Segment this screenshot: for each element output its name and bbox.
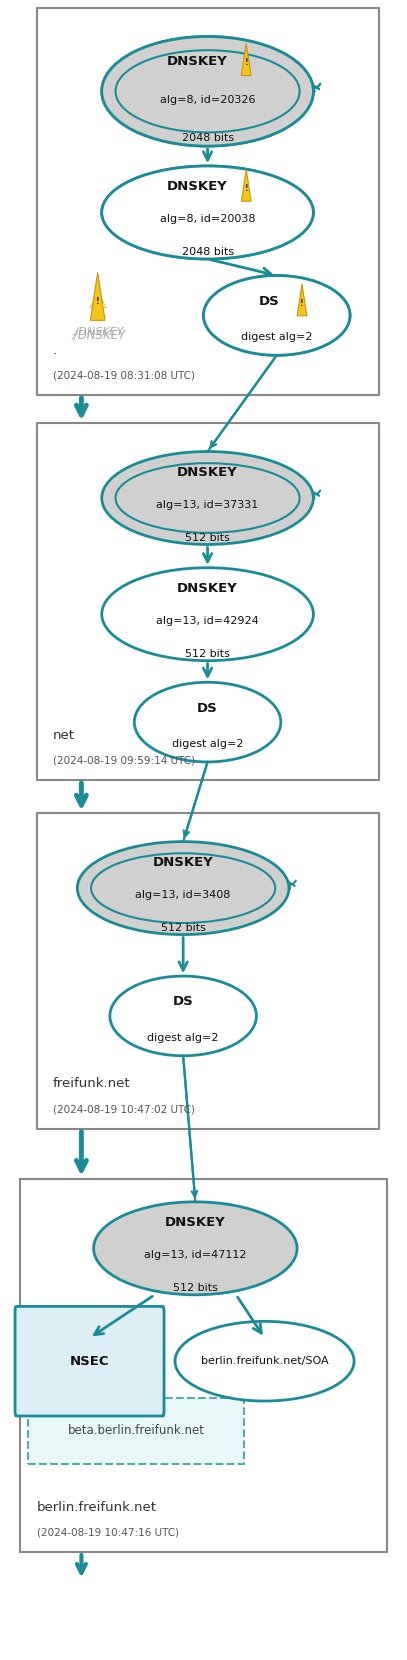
Bar	[37, 8, 379, 395]
Bar	[28, 1398, 244, 1464]
Text: alg=13, id=3408: alg=13, id=3408	[136, 890, 231, 900]
Text: digest alg=2: digest alg=2	[241, 332, 313, 342]
Text: alg=13, id=42924: alg=13, id=42924	[156, 616, 259, 626]
Text: alg=8, id=20038: alg=8, id=20038	[160, 214, 255, 224]
Ellipse shape	[94, 1202, 297, 1295]
Ellipse shape	[204, 276, 350, 355]
Text: DNSKEY ⚠: DNSKEY ⚠	[169, 55, 246, 68]
Text: DNSKEY: DNSKEY	[177, 466, 238, 480]
Text: !: !	[96, 297, 99, 305]
Text: alg=13, id=37331: alg=13, id=37331	[156, 500, 259, 510]
Text: NSEC: NSEC	[70, 1355, 109, 1368]
Ellipse shape	[110, 976, 256, 1056]
FancyBboxPatch shape	[15, 1306, 164, 1416]
Ellipse shape	[91, 853, 275, 923]
Text: DNSKEY: DNSKEY	[153, 857, 214, 870]
Polygon shape	[297, 284, 307, 315]
Text: (2024-08-19 08:31:08 UTC): (2024-08-19 08:31:08 UTC)	[53, 370, 195, 380]
Text: 2048 bits: 2048 bits	[182, 133, 234, 143]
Text: net: net	[53, 729, 75, 742]
Text: alg=13, id=47112: alg=13, id=47112	[144, 1250, 247, 1260]
Text: 512 bits: 512 bits	[185, 533, 230, 543]
Text: DNSKEY: DNSKEY	[177, 583, 238, 596]
Ellipse shape	[204, 276, 350, 355]
Text: alg=8, id=20326: alg=8, id=20326	[160, 95, 255, 105]
Text: digest alg=2: digest alg=2	[147, 1033, 219, 1042]
Ellipse shape	[102, 166, 313, 259]
Bar	[37, 813, 379, 1129]
Text: DNSKEY: DNSKEY	[167, 181, 228, 194]
Bar	[20, 1179, 387, 1552]
Text: alg=8, id=20038: alg=8, id=20038	[160, 214, 255, 224]
Text: !: !	[245, 58, 248, 68]
Text: ./DNSKEY: ./DNSKEY	[72, 327, 124, 337]
Text: (2024-08-19 10:47:16 UTC): (2024-08-19 10:47:16 UTC)	[37, 1527, 179, 1537]
Ellipse shape	[116, 50, 300, 133]
Ellipse shape	[77, 842, 289, 935]
Ellipse shape	[102, 568, 313, 661]
Ellipse shape	[102, 37, 313, 146]
Text: digest alg=2: digest alg=2	[172, 739, 243, 749]
Text: alg=8, id=20326: alg=8, id=20326	[160, 95, 255, 105]
Text: DS: DS	[197, 702, 218, 715]
Ellipse shape	[102, 37, 313, 146]
Text: DNSKEY: DNSKEY	[167, 55, 228, 68]
Text: beta.berlin.freifunk.net: beta.berlin.freifunk.net	[68, 1424, 205, 1438]
Text: 2048 bits: 2048 bits	[182, 247, 234, 257]
Ellipse shape	[102, 166, 313, 259]
Polygon shape	[90, 272, 105, 320]
Text: ./DNSKEY: ./DNSKEY	[70, 329, 125, 342]
Text: freifunk.net: freifunk.net	[53, 1077, 131, 1091]
Text: DNSKEY ⚠: DNSKEY ⚠	[169, 181, 246, 194]
Ellipse shape	[116, 50, 300, 133]
Text: digest alg=2: digest alg=2	[241, 332, 313, 342]
Bar	[37, 423, 379, 780]
Ellipse shape	[175, 1321, 354, 1401]
Text: 2048 bits: 2048 bits	[182, 133, 234, 143]
Text: .: .	[53, 344, 57, 357]
Ellipse shape	[116, 463, 300, 533]
Text: !: !	[245, 184, 248, 193]
Ellipse shape	[102, 452, 313, 544]
Polygon shape	[241, 43, 251, 75]
Text: ⚠: ⚠	[88, 292, 108, 312]
Ellipse shape	[134, 682, 281, 762]
Text: 512 bits: 512 bits	[173, 1283, 218, 1293]
Text: berlin.freifunk.net/SOA: berlin.freifunk.net/SOA	[201, 1356, 328, 1366]
Text: 512 bits: 512 bits	[185, 649, 230, 659]
Text: DNSKEY: DNSKEY	[165, 1217, 226, 1230]
Text: DS: DS	[173, 996, 193, 1009]
Text: 2048 bits: 2048 bits	[182, 247, 234, 257]
Text: (2024-08-19 10:47:02 UTC): (2024-08-19 10:47:02 UTC)	[53, 1104, 195, 1114]
Text: (2024-08-19 09:59:14 UTC): (2024-08-19 09:59:14 UTC)	[53, 755, 195, 765]
Text: !: !	[300, 299, 304, 307]
Text: DS ⚠: DS ⚠	[258, 295, 295, 309]
Text: berlin.freifunk.net: berlin.freifunk.net	[37, 1501, 157, 1514]
Text: 512 bits: 512 bits	[161, 923, 206, 933]
Polygon shape	[241, 169, 251, 201]
Text: DS: DS	[259, 295, 280, 309]
